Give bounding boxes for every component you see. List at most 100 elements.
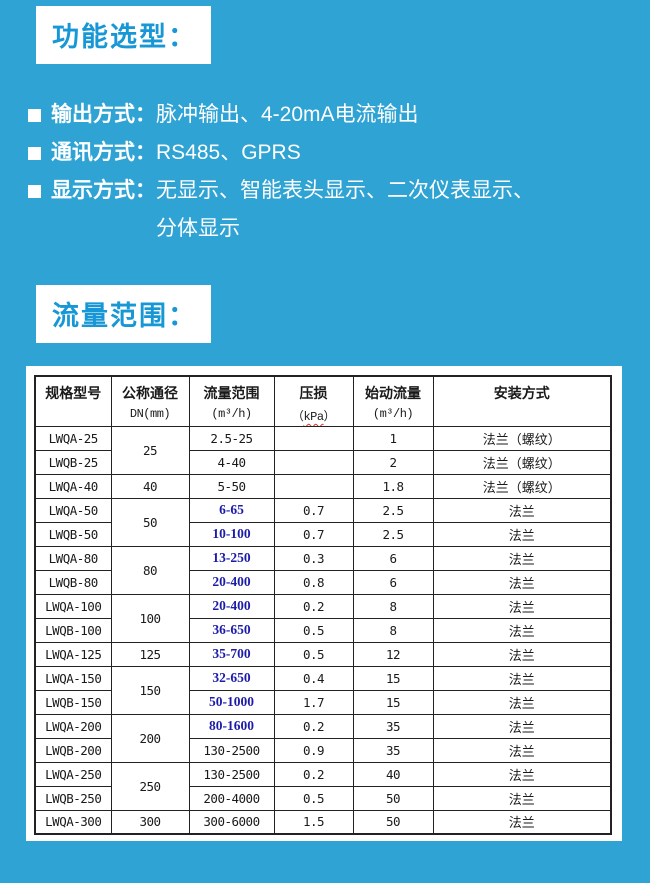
dn-cell: 250 (110, 761, 190, 811)
dn-cell: 25 (110, 425, 190, 475)
pressure-loss-cell: 0.5 (273, 785, 354, 811)
bullet-label: 输出方式： (51, 103, 156, 126)
table-row: LWQA-80 80 13-250 0.3 6 法兰 (34, 545, 612, 595)
model-cell: LWQB-50 (34, 521, 112, 547)
start-flow-cell: 8 (352, 593, 434, 619)
pressure-loss-cell: 0.5 (273, 641, 354, 667)
flow-range-cell: 130-2500 (188, 737, 275, 763)
pressure-loss-cell (273, 449, 354, 475)
flow-range-cell: 36-650 (188, 617, 275, 643)
header-pressure-loss: 压损 （kPa） (273, 375, 354, 427)
model-cell: LWQA-200 (34, 713, 112, 739)
spec-table: 规格型号 公称通径 DN(mm) 流量范围 (m³/h) 压损 （kPa） 始动流量(… (34, 375, 612, 835)
dn-cell: 150 (110, 665, 190, 715)
bullet-label: 通讯方式： (51, 141, 156, 164)
dn-cell: 200 (110, 713, 190, 763)
install-cell: 法兰 (432, 641, 612, 667)
flow-range-cell: 20-400 (188, 569, 275, 595)
flow-range-cell: 10-100 (188, 521, 275, 547)
table-row: LWQA-300 300 300-6000 1.5 50 法兰 (34, 809, 612, 835)
list-item: 通讯方式： RS485、GPRS (28, 134, 630, 172)
model-cell: LWQB-80 (34, 569, 112, 595)
bullet-square-icon (28, 147, 41, 160)
header-install: 安装方式 (432, 375, 612, 427)
function-selection-section: 功能选型： 输出方式： 脉冲输出、4-20mA电流输出 通讯方式： RS485、… (0, 6, 650, 248)
pressure-loss-cell: 0.2 (273, 593, 354, 619)
model-cell: LWQA-100 (34, 593, 112, 619)
flow-range-cell: 32-650 (188, 665, 275, 691)
table-row: LWQA-25 25 2.5-25 1 法兰（螺纹） (34, 425, 612, 475)
pressure-loss-cell: 0.9 (273, 737, 354, 763)
install-cell: 法兰 (432, 569, 612, 595)
model-cell: LWQA-50 (34, 497, 112, 523)
header-dn: 公称通径 DN(mm) (110, 375, 190, 427)
model-cell: LWQB-250 (34, 785, 112, 811)
pressure-loss-cell: 0.2 (273, 761, 354, 787)
start-flow-cell: 40 (352, 761, 434, 787)
bullet-value: 脉冲输出、4-20mA电流输出 (156, 103, 419, 126)
page: { "colors": { "background": "#2fa3d4", "… (0, 6, 650, 883)
flow-range-cell: 130-2500 (188, 761, 275, 787)
flow-unit: (m³/h) (211, 407, 252, 421)
install-cell: 法兰 (432, 761, 612, 787)
flow-range-cell: 80-1600 (188, 713, 275, 739)
start-flow-cell: 35 (352, 713, 434, 739)
start-flow-cell: 50 (352, 809, 434, 835)
pressure-loss-cell (273, 425, 354, 451)
flow-range-cell: 35-700 (188, 641, 275, 667)
flow-range-cell: 4-40 (188, 449, 275, 475)
pressure-loss-cell: 0.7 (273, 497, 354, 523)
table-header-row: 规格型号 公称通径 DN(mm) 流量范围 (m³/h) 压损 （kPa） 始动流量(… (34, 375, 612, 427)
start-flow-cell: 35 (352, 737, 434, 763)
header-model: 规格型号 (34, 375, 112, 427)
start-flow-cell: 12 (352, 641, 434, 667)
flow-range-cell: 6-65 (188, 497, 275, 523)
table-row: LWQA-200 200 80-1600 0.2 35 法兰 (34, 713, 612, 763)
table-row: LWQA-50 50 6-65 0.7 2.5 法兰 (34, 497, 612, 547)
model-cell: LWQA-250 (34, 761, 112, 787)
start-flow-cell: 1.8 (352, 473, 434, 499)
install-cell: 法兰（螺纹） (432, 425, 612, 451)
dn-unit: DN(mm) (129, 407, 171, 421)
install-cell: 法兰 (432, 545, 612, 571)
start-flow-cell: 2.5 (352, 497, 434, 523)
start-flow-cell: 6 (352, 545, 434, 571)
bullet-label: 显示方式： (51, 179, 156, 202)
spec-table-panel: 规格型号 公称通径 DN(mm) 流量范围 (m³/h) 压损 （kPa） 始动流量(… (26, 366, 622, 841)
section-title-flow-range: 流量范围： (36, 285, 211, 343)
table-row: LWQA-250 250 130-2500 0.2 40 法兰 (34, 761, 612, 811)
pressure-loss-cell: 0.7 (273, 521, 354, 547)
start-flow-cell: 8 (352, 617, 434, 643)
header-start-flow: 始动流量 (m³/h) (352, 375, 434, 427)
start-flow-cell: 2 (352, 449, 434, 475)
pressure-loss-cell: 0.8 (273, 569, 354, 595)
install-cell: 法兰 (432, 617, 612, 643)
flow-range-cell: 300-6000 (188, 809, 275, 835)
table-row: LWQB-100 36-650 0.5 8 法兰 (34, 617, 612, 643)
start-flow-unit: (m³/h) (372, 407, 414, 421)
model-cell: LWQA-80 (34, 545, 112, 571)
install-cell: 法兰 (432, 689, 612, 715)
start-flow-cell: 15 (352, 689, 434, 715)
model-cell: LWQB-25 (34, 449, 112, 475)
table-row: LWQA-40 40 5-50 1.8 法兰（螺纹） (34, 473, 612, 499)
pressure-loss-cell: 0.3 (273, 545, 354, 571)
header-flow-range: 流量范围 (m³/h) (188, 375, 275, 427)
flow-range-cell: 13-250 (188, 545, 275, 571)
kpa-spellcheck-text: kPa (303, 410, 324, 424)
table-row: LWQB-250 200-4000 0.5 50 法兰 (34, 785, 612, 811)
table-row: LWQA-125 125 35-700 0.5 12 法兰 (34, 641, 612, 667)
install-cell: 法兰 (432, 497, 612, 523)
install-cell: 法兰 (432, 809, 612, 835)
pressure-loss-cell: 0.4 (273, 665, 354, 691)
dn-cell: 80 (110, 545, 190, 595)
model-cell: LWQA-125 (34, 641, 112, 667)
install-cell: 法兰 (432, 593, 612, 619)
flow-range-cell: 2.5-25 (188, 425, 275, 451)
flow-range-section: 流量范围： 规格型号 公称通径 DN(mm) 流量范围 (m³/h) 压损 （kPa）… (0, 285, 650, 841)
flow-range-cell: 50-1000 (188, 689, 275, 715)
table-row: LWQA-150 150 32-650 0.4 15 法兰 (34, 665, 612, 715)
model-cell: LWQA-25 (34, 425, 112, 451)
table-row: LWQB-50 10-100 0.7 2.5 法兰 (34, 521, 612, 547)
dn-cell: 300 (110, 809, 190, 835)
